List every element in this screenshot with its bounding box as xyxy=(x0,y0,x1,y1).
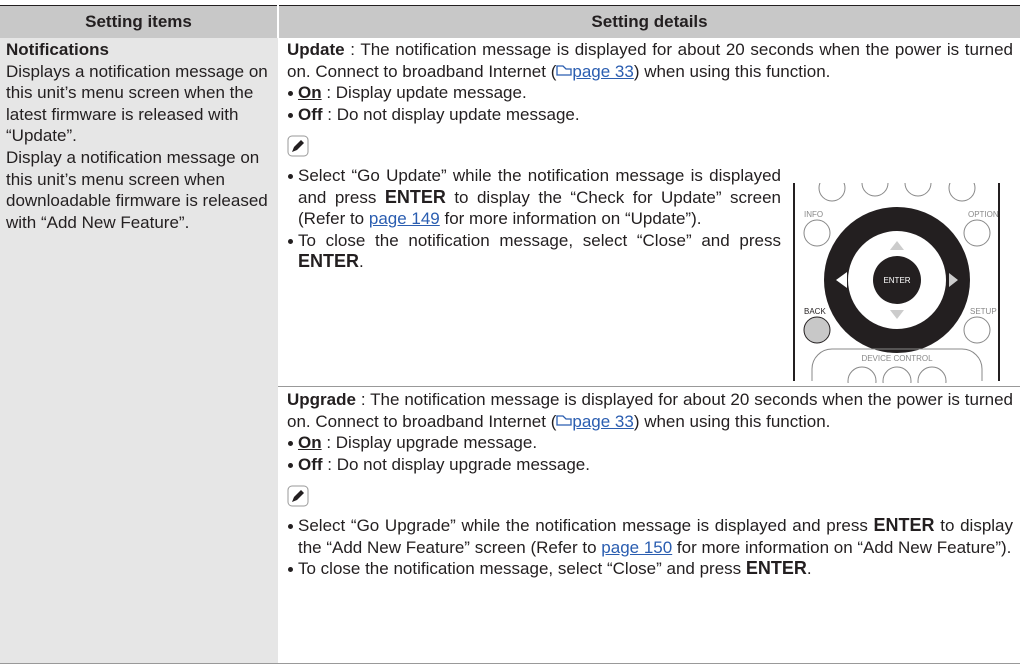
text: for more information on “Add New Feature… xyxy=(672,537,1012,557)
text: Select “Go Upgrade” while the notificati… xyxy=(298,515,874,535)
note: To close the notification message, selec… xyxy=(287,558,1013,580)
key: ENTER xyxy=(745,558,807,579)
remote-label: ENTER xyxy=(883,276,910,285)
left-column xyxy=(0,38,278,664)
key: ENTER xyxy=(298,251,360,272)
remote-illustration: INFO OPTION ENTER BACK SETUP DEVICE CONT… xyxy=(793,183,1000,383)
upgrade-section: Upgrade : The notification message is di… xyxy=(287,389,1013,580)
option: Off : Do not display update message. xyxy=(287,104,1013,126)
key: ENTER xyxy=(873,514,935,535)
link[interactable]: page 150 xyxy=(601,537,673,557)
text: To close the notification message, selec… xyxy=(298,559,746,579)
item-title: Notifications xyxy=(6,40,109,59)
text: : The notification message is displayed … xyxy=(287,390,1013,431)
term: Update xyxy=(287,40,345,59)
key: ENTER xyxy=(384,186,446,207)
term: Upgrade xyxy=(287,390,356,409)
note: To close the notification message, selec… xyxy=(287,230,781,273)
paragraph: Upgrade : The notification message is di… xyxy=(287,389,1013,432)
option-label: Off xyxy=(298,104,323,124)
note: Select “Go Update” while the notificatio… xyxy=(287,165,781,230)
header-cell: Setting details xyxy=(279,5,1020,38)
text: to display the “Add New Feature” screen … xyxy=(298,515,1014,557)
text: . xyxy=(806,559,812,579)
text: : Display upgrade message. xyxy=(321,433,538,453)
link[interactable]: page 33 xyxy=(572,61,634,81)
text: Select “Go Update” while the notificatio… xyxy=(298,165,781,207)
note-icon xyxy=(287,485,309,507)
remote-label: OPTION xyxy=(968,210,999,219)
option: On : Display upgrade message. xyxy=(287,432,1013,454)
note: Select “Go Upgrade” while the notificati… xyxy=(287,515,1013,558)
remote-label: BACK xyxy=(804,307,826,316)
item-cell: Notifications Displays a notification me… xyxy=(6,39,272,233)
text: : The notification message is displayed … xyxy=(287,40,1013,81)
item-description: Displays a notification message on this … xyxy=(6,61,268,146)
text: To close the notification message, selec… xyxy=(298,230,781,250)
option: On : Display update message. xyxy=(287,82,1013,104)
remote-label: INFO xyxy=(804,210,823,219)
bottom-border xyxy=(0,663,1020,664)
text: to display the “Check for Update” screen… xyxy=(298,187,781,229)
text: : Do not display update message. xyxy=(322,104,580,124)
ref-icon xyxy=(556,64,573,76)
paragraph: Update : The notification message is dis… xyxy=(287,39,1013,82)
option-label: Off xyxy=(298,454,323,474)
link[interactable]: page 149 xyxy=(368,209,440,229)
text: ) when using this function. xyxy=(633,61,831,81)
text: : Do not display upgrade message. xyxy=(322,454,590,474)
row-divider xyxy=(278,386,1020,387)
option-label: On xyxy=(298,83,322,103)
link[interactable]: page 33 xyxy=(572,411,634,431)
text: ) when using this function. xyxy=(633,411,831,431)
update-section: Update : The notification message is dis… xyxy=(287,39,1013,273)
text: : Display update message. xyxy=(321,83,527,103)
option: Off : Do not display upgrade message. xyxy=(287,454,1013,476)
text: for more information on “Update”). xyxy=(439,209,702,229)
ref-icon xyxy=(556,414,573,426)
remote-label: SETUP xyxy=(970,307,997,316)
option-label: On xyxy=(298,433,322,453)
remote-label: DEVICE CONTROL xyxy=(861,354,933,363)
header-cell: Setting items xyxy=(0,5,277,38)
item-description: Display a notification message on this u… xyxy=(6,147,268,232)
note-icon xyxy=(287,135,309,157)
text: . xyxy=(359,252,364,272)
